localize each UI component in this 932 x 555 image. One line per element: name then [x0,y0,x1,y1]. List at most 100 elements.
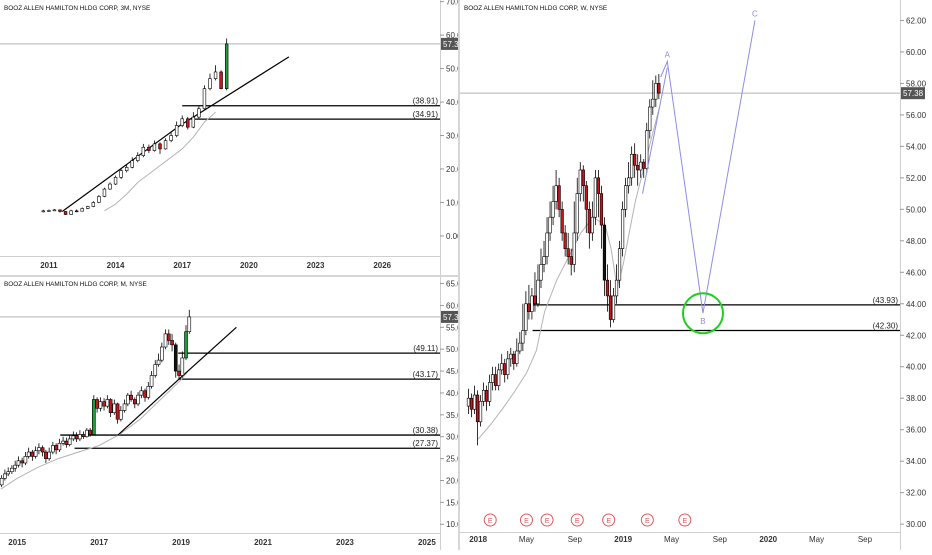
earnings-marker-label: E [575,518,580,525]
candle-body [78,434,82,440]
candle-body [44,451,48,459]
candle-body [590,216,594,234]
candle-body [614,279,619,297]
panel-divider-vertical[interactable] [458,0,460,550]
candle-body [478,401,483,423]
target-zone-circle [681,292,724,335]
level-label: (34.91) [413,110,439,119]
candle-body [86,206,90,209]
candle-body [47,210,51,212]
candle-body [180,118,184,126]
earnings-marker [483,513,497,527]
y-tick-label: 42.00 [906,331,927,340]
trendline [178,326,237,380]
candle-body [475,394,480,423]
last-price-badge [901,87,925,100]
chart-panel-weekly[interactable]: 30.00 32.00 34.00 36.00 38.00 40.00 42.00 44.00… [460,0,932,550]
candle-body [30,451,35,457]
candle-body [515,350,519,364]
candle-body [80,208,84,212]
candle-body [184,331,188,359]
candle-body [481,390,486,402]
candle-body [488,382,492,402]
x-tick-label: 2021 [254,538,272,547]
candle-body [572,232,576,265]
x-tick-label: Sep [568,535,583,544]
candle-body [0,477,4,486]
candle-body [122,403,127,411]
pattern-leg-line [660,20,756,314]
y-tick-label: 34.00 [906,457,927,466]
y-tick-label: 60.00 [446,301,458,310]
level-label: (30.38) [413,426,439,435]
candle-body [636,164,640,171]
candle-body [569,256,573,265]
candle-body [113,177,118,185]
candle-body [180,357,185,376]
candle-body [524,303,528,331]
candle-body [20,460,24,464]
earnings-marker-label: E [545,518,550,525]
candle-body [642,161,646,169]
last-price-label: 57.38 [443,40,458,49]
candle-body [69,210,73,215]
candle-body [41,210,46,213]
y-tick-label: 46.00 [906,268,927,277]
candle-body [657,83,661,94]
y-tick-label: 52.00 [906,174,927,183]
candle-body [639,161,643,171]
x-tick-label: 2019 [614,535,632,544]
candle-body [163,333,168,348]
x-tick-label: 2023 [336,538,354,547]
y-tick-label: 50.00 [906,205,927,214]
candle-body [566,248,570,257]
candle-body [575,193,579,234]
candle-body [557,185,561,210]
x-tick-label: 2023 [307,261,325,270]
chart-panel-3m[interactable]: 0.00 10.00 20.00 30.00 40.00 50.00 60.00 70.00 2… [0,0,467,275]
candle-body [593,177,597,218]
candle-body [512,353,516,364]
candle-body [74,210,79,213]
earnings-marker [678,513,692,527]
candle-body [26,451,31,457]
candle-body [153,364,158,376]
y-tick-label: 54.00 [906,142,927,151]
chart-svg: 10.00 15.00 20.00 25.00 30.00 35.00 40.00 45.00… [0,277,467,550]
y-tick-label: 35.00 [446,411,458,420]
panel-divider-horizontal[interactable] [0,275,458,277]
candle-body [633,153,637,166]
pattern-point-label: A [665,50,671,59]
candle-body [596,177,601,194]
candle-body [74,435,79,440]
candle-body [136,394,140,405]
candle-body [64,440,69,445]
candle-body [472,394,477,410]
x-tick-label: May [519,535,534,544]
candle-body [554,185,558,202]
candle-body [587,209,591,234]
y-tick-label: 20.00 [446,476,458,485]
candle-body [624,185,628,210]
earnings-marker [640,513,654,527]
candle-body [645,130,649,169]
candle-body [605,279,610,297]
candle-body [542,256,546,265]
last-price-label: 57.38 [903,89,924,98]
chart-panel-monthly[interactable]: 10.00 15.00 20.00 25.00 30.00 35.00 40.00 45.00… [0,277,467,550]
y-tick-label: 38.00 [906,394,927,403]
candle-body [563,232,567,249]
candle-body [129,394,133,400]
earnings-marker-label: E [524,518,529,525]
x-tick-label: 2019 [172,538,190,547]
candle-body [545,232,549,257]
candle-body [500,363,504,371]
candle-body [92,399,96,435]
candle-body [115,403,120,420]
candle-body [170,340,174,346]
y-tick-label: 30.00 [906,520,927,529]
candle-body [608,295,613,320]
y-tick-label: 40.00 [446,98,458,107]
candle-body [10,467,14,473]
candle-body [219,71,223,89]
